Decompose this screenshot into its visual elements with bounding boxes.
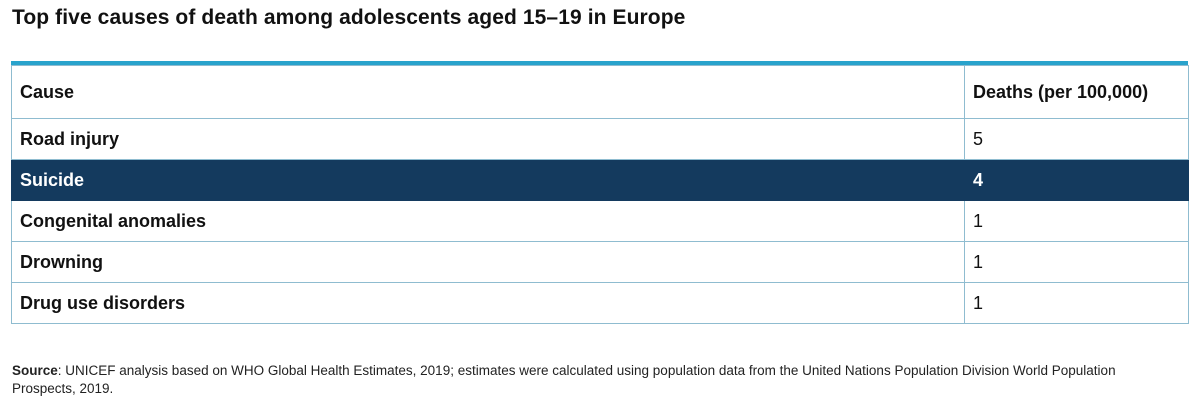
table-row: Drug use disorders 1 xyxy=(11,282,1189,324)
source-note: Source: UNICEF analysis based on WHO Glo… xyxy=(12,362,1172,398)
column-header-cause: Cause xyxy=(11,65,965,119)
cause-cell: Congenital anomalies xyxy=(11,200,965,242)
table-row: Drowning 1 xyxy=(11,241,1189,283)
data-table-container: Cause Deaths (per 100,000) Road injury 5… xyxy=(11,61,1189,324)
deaths-cell: 1 xyxy=(964,241,1189,283)
table-header-row: Cause Deaths (per 100,000) xyxy=(11,65,1189,119)
source-label: Source xyxy=(12,363,58,378)
table-row: Congenital anomalies 1 xyxy=(11,200,1189,242)
source-text: : UNICEF analysis based on WHO Global He… xyxy=(12,363,1116,396)
cause-cell: Drowning xyxy=(11,241,965,283)
column-header-deaths: Deaths (per 100,000) xyxy=(964,65,1189,119)
cause-cell: Suicide xyxy=(11,159,965,201)
table-row-highlighted: Suicide 4 xyxy=(11,159,1189,201)
deaths-cell: 4 xyxy=(964,159,1189,201)
cause-cell: Road injury xyxy=(11,118,965,160)
deaths-cell: 1 xyxy=(964,200,1189,242)
deaths-cell: 1 xyxy=(964,282,1189,324)
table-row: Road injury 5 xyxy=(11,118,1189,160)
chart-title: Top five causes of death among adolescen… xyxy=(12,6,686,29)
cause-cell: Drug use disorders xyxy=(11,282,965,324)
deaths-cell: 5 xyxy=(964,118,1189,160)
data-table: Cause Deaths (per 100,000) Road injury 5… xyxy=(11,65,1189,324)
